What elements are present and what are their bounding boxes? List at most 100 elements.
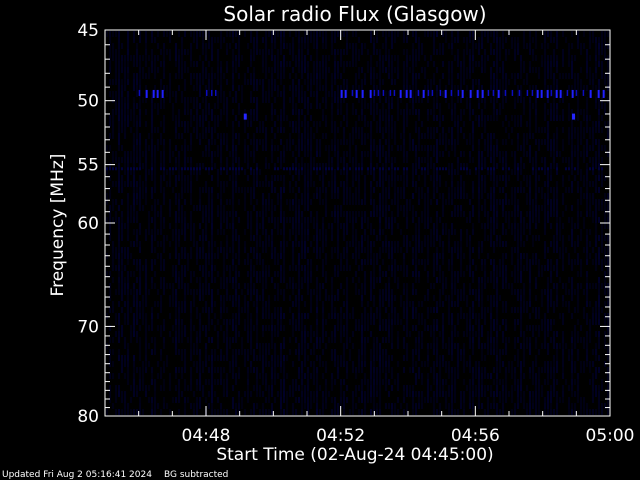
heatmap-cell — [259, 355, 261, 361]
heatmap-cell — [235, 271, 237, 277]
heatmap-cell — [256, 79, 258, 85]
heatmap-cell — [322, 397, 324, 403]
heatmap-cell — [382, 175, 384, 181]
heatmap-cell — [112, 265, 114, 271]
heatmap-cell — [370, 31, 372, 37]
heatmap-cell — [232, 151, 234, 157]
heatmap-cell — [322, 97, 324, 103]
heatmap-cell — [283, 235, 285, 241]
heatmap-cell — [154, 259, 156, 265]
heatmap-cell — [277, 199, 279, 205]
heatmap-cell — [508, 79, 510, 85]
heatmap-cell — [388, 403, 390, 409]
heatmap-cell — [121, 187, 123, 193]
heatmap-cell — [262, 205, 264, 211]
heatmap-cell — [217, 133, 219, 139]
heatmap-cell — [202, 121, 204, 127]
heatmap-cell — [421, 319, 423, 325]
heatmap-cell — [223, 277, 225, 283]
heatmap-cell — [259, 277, 261, 283]
heatmap-cell — [502, 175, 504, 181]
heatmap-cell — [379, 319, 381, 325]
heatmap-cell — [109, 349, 111, 355]
heatmap-cell — [379, 151, 381, 157]
heatmap-cell — [364, 211, 366, 217]
heatmap-cell — [169, 55, 171, 61]
heatmap-cell — [196, 247, 198, 253]
heatmap-cell — [502, 121, 504, 127]
heatmap-cell — [370, 313, 372, 319]
heatmap-cell — [430, 85, 432, 91]
heatmap-cell — [457, 367, 459, 373]
heatmap-cell — [154, 145, 156, 151]
heatmap-cell — [442, 391, 444, 397]
heatmap-cell — [202, 97, 204, 103]
heatmap-cell — [457, 121, 459, 127]
heatmap-cell — [328, 223, 330, 229]
heatmap-cell — [121, 229, 123, 235]
heatmap-cell — [199, 247, 201, 253]
heatmap-cell — [307, 121, 309, 127]
heatmap-cell — [202, 109, 204, 115]
heatmap-cell — [352, 241, 354, 247]
heatmap-cell — [385, 43, 387, 49]
heatmap-cell — [361, 409, 363, 415]
heatmap-cell — [388, 361, 390, 367]
heatmap-cell — [199, 355, 201, 361]
heatmap-cell — [181, 121, 183, 127]
heatmap-cell — [457, 73, 459, 79]
heatmap-cell — [349, 157, 351, 163]
heatmap-cell — [502, 385, 504, 391]
heatmap-cell — [409, 241, 411, 247]
heatmap-cell — [274, 283, 276, 289]
heatmap-cell — [274, 253, 276, 259]
heatmap-cell — [304, 325, 306, 331]
heatmap-cell — [127, 79, 129, 85]
heatmap-cell — [184, 223, 186, 229]
heatmap-cell — [280, 367, 282, 373]
heatmap-cell — [493, 157, 495, 163]
heatmap-cell — [244, 187, 246, 193]
heatmap-cell — [373, 271, 375, 277]
heatmap-cell — [178, 85, 180, 91]
heatmap-cell — [262, 289, 264, 295]
heatmap-cell — [478, 85, 480, 91]
heatmap-cell — [292, 217, 294, 223]
heatmap-cell — [271, 139, 273, 145]
heatmap-cell — [490, 259, 492, 265]
heatmap-cell — [304, 133, 306, 139]
heatmap-cell — [307, 109, 309, 115]
heatmap-cell — [322, 61, 324, 67]
heatmap-cell — [343, 61, 345, 67]
heatmap-cell — [136, 91, 138, 97]
heatmap-cell — [385, 271, 387, 277]
heatmap-cell — [376, 349, 378, 355]
heatmap-cell — [151, 337, 153, 343]
heatmap-cell — [154, 283, 156, 289]
heatmap-cell — [304, 163, 306, 169]
heatmap-cell — [313, 133, 315, 139]
heatmap-cell — [178, 277, 180, 283]
heatmap-cell — [418, 277, 420, 283]
heatmap-cell — [391, 217, 393, 223]
heatmap-cell — [436, 181, 438, 187]
heatmap-cell — [241, 343, 243, 349]
heatmap-cell — [280, 409, 282, 415]
heatmap-cell — [139, 223, 141, 229]
heatmap-cell — [247, 223, 249, 229]
heatmap-cell — [127, 253, 129, 259]
heatmap-cell — [118, 67, 120, 73]
heatmap-cell — [475, 295, 477, 301]
heatmap-cell — [364, 397, 366, 403]
heatmap-cell — [364, 259, 366, 265]
heatmap-cell — [304, 97, 306, 103]
heatmap-cell — [463, 49, 465, 55]
heatmap-cell — [361, 247, 363, 253]
heatmap-cell — [391, 295, 393, 301]
heatmap-cell — [127, 193, 129, 199]
heatmap-cell — [472, 391, 474, 397]
heatmap-cell — [337, 103, 339, 109]
heatmap-cell — [247, 67, 249, 73]
heatmap-cell — [220, 61, 222, 67]
heatmap-cell — [184, 163, 186, 169]
